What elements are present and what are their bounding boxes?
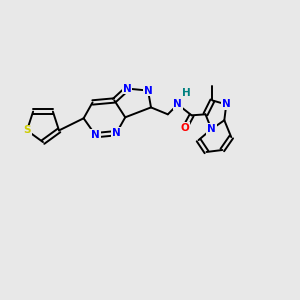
- Text: N: N: [123, 84, 132, 94]
- Text: N: N: [207, 124, 216, 134]
- Text: O: O: [180, 123, 189, 133]
- Text: S: S: [23, 125, 31, 135]
- Text: N: N: [112, 128, 121, 138]
- Text: N: N: [173, 99, 182, 110]
- Text: H: H: [182, 88, 191, 98]
- Text: N: N: [91, 130, 100, 140]
- Text: N: N: [144, 85, 152, 96]
- Text: N: N: [222, 99, 231, 110]
